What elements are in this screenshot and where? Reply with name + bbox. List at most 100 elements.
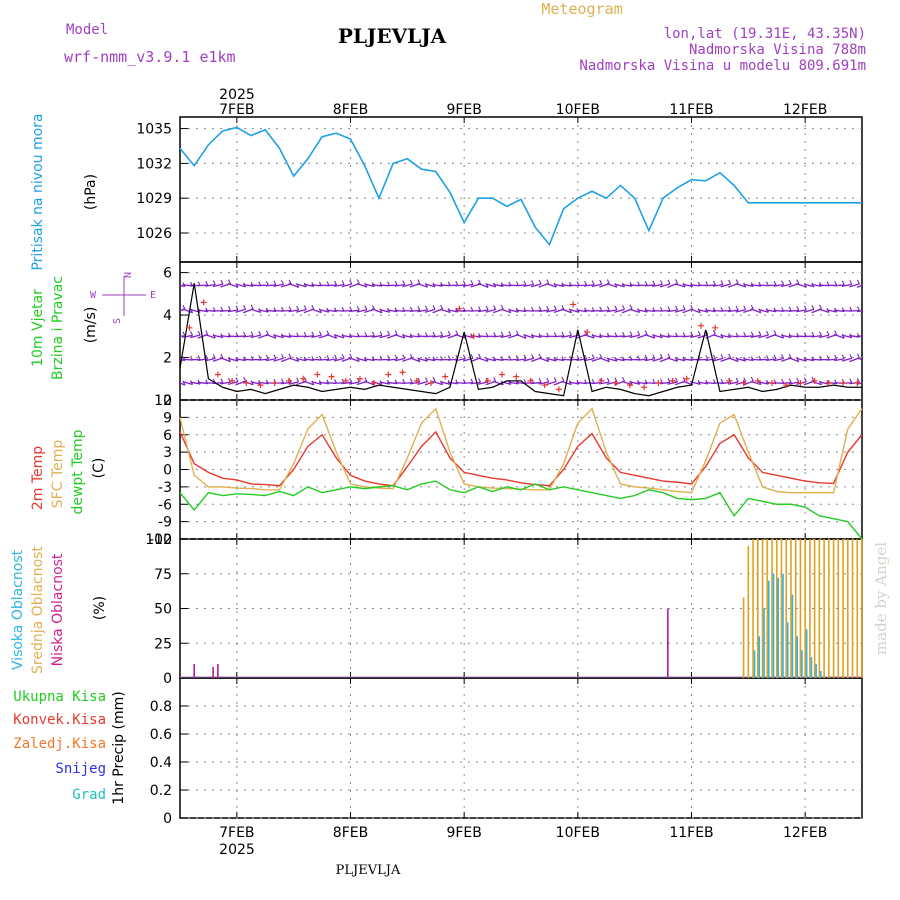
wind-barb-flag xyxy=(750,376,754,382)
wind-barb-flag xyxy=(538,279,542,285)
wind-barb xyxy=(349,357,360,363)
compass-s: S xyxy=(112,318,123,324)
wind-barb-flag xyxy=(811,305,815,310)
wind-barb-flag xyxy=(212,354,216,359)
wind-gust-mark xyxy=(186,324,193,331)
wind-barb xyxy=(379,334,390,339)
wind-barb xyxy=(220,334,231,338)
wind-gust-mark xyxy=(669,377,676,384)
bottom-date-labels: 7FEB 8FEB 9FEB 10FEB 11FEB 12FEB xyxy=(219,825,827,841)
wind-barb-flag xyxy=(478,378,482,383)
wind-barb-flag xyxy=(865,357,867,361)
wind-barb-flag xyxy=(364,377,368,382)
wind-barb xyxy=(621,334,633,338)
wind-barb-flag xyxy=(667,378,671,383)
wind-barb xyxy=(674,357,686,362)
wind-barb xyxy=(470,309,481,312)
wind-barb xyxy=(546,309,557,313)
wind-barb-flag xyxy=(478,306,482,311)
wind-barb-flag xyxy=(712,330,716,335)
wind-barb xyxy=(227,282,239,288)
wind-barb-flag xyxy=(470,378,474,384)
wind-barb xyxy=(500,381,512,386)
wind-gust-mark xyxy=(626,382,633,389)
wind-gust-mark xyxy=(655,380,662,387)
top-date-label: 11FEB xyxy=(669,102,713,118)
wind-barb xyxy=(667,357,678,362)
compass-w: W xyxy=(90,290,97,301)
model-label: Model xyxy=(66,22,108,38)
wind-barb xyxy=(280,334,292,338)
wind-barb xyxy=(743,283,754,288)
wind-barb xyxy=(629,308,640,314)
wind-barb-flag xyxy=(728,353,732,359)
temp-line-dewpoint xyxy=(179,480,863,540)
wind-barb-flag xyxy=(682,305,686,310)
wind-speed-line xyxy=(180,283,862,397)
wind-barb xyxy=(712,334,724,339)
wind-barb-flag xyxy=(515,281,519,286)
wind-barb xyxy=(462,283,474,288)
wind-barb-flag xyxy=(523,280,527,286)
pressure-unit: (hPa) xyxy=(83,174,99,210)
wind-barb xyxy=(841,334,853,339)
wind-barb-flag xyxy=(243,331,247,337)
wind-barb xyxy=(402,381,413,385)
wind-gust-mark xyxy=(740,380,747,387)
wind-barb xyxy=(591,381,602,385)
wind-barb xyxy=(644,284,655,287)
wind-barb-flag xyxy=(849,280,853,285)
y-tick-label: 0 xyxy=(163,811,172,827)
wind-barb xyxy=(296,283,307,288)
wind-gust-mark xyxy=(385,371,392,378)
wind-barb xyxy=(500,334,511,338)
wind-barb xyxy=(856,335,862,337)
wind-barb-flag xyxy=(637,330,641,336)
wind-barb xyxy=(432,283,443,287)
wind-barb xyxy=(682,283,693,288)
wind-barb xyxy=(553,283,565,288)
wind-barb xyxy=(735,283,746,288)
wind-gust-mark xyxy=(399,369,406,376)
wind-barb-flag xyxy=(834,281,838,286)
wind-barb-flag xyxy=(493,377,497,382)
wind-barb-flag xyxy=(205,330,209,335)
wind-barb xyxy=(387,309,398,313)
wind-barb xyxy=(296,357,307,362)
wind-barb-flag xyxy=(478,353,482,358)
wind-barb xyxy=(402,334,413,339)
wind-barb-flag xyxy=(326,355,330,360)
wind-barb xyxy=(477,357,489,362)
wind-barb xyxy=(765,309,777,313)
wind-barb xyxy=(523,334,534,339)
wind-barb xyxy=(180,382,186,386)
wind-barb xyxy=(440,334,451,339)
y-tick-label: 6 xyxy=(163,428,172,444)
wind-barb xyxy=(387,358,398,361)
wind-barb xyxy=(796,309,807,313)
wind-barb xyxy=(205,357,216,362)
y-tick-label: 1032 xyxy=(136,156,172,172)
coords-text: lon,lat (19.31E, 43.35N) xyxy=(664,26,866,42)
wind-barb xyxy=(720,334,731,338)
wind-barb xyxy=(637,309,648,313)
wind-barb xyxy=(568,381,580,385)
wind-barb-flag xyxy=(281,306,285,312)
top-date-label: 9FEB xyxy=(446,102,481,118)
wind-barb-flag xyxy=(250,304,254,310)
wind-barb-flag xyxy=(599,306,603,312)
wind-barb-flag xyxy=(227,306,231,311)
wind-barb xyxy=(455,333,466,339)
wind-gust-mark xyxy=(854,380,861,387)
wind-barb xyxy=(818,308,830,314)
wind-barb xyxy=(530,283,542,288)
wind-barb-flag xyxy=(675,377,679,383)
wind-barb-flag xyxy=(803,305,807,311)
wind-barb-flag xyxy=(462,354,466,359)
wind-gust-mark xyxy=(726,377,733,384)
wind-barb xyxy=(637,381,648,385)
wind-barb xyxy=(182,283,193,287)
wind-barb xyxy=(379,381,390,385)
wind-barb-flag xyxy=(819,304,823,310)
wind-barb xyxy=(470,381,481,385)
